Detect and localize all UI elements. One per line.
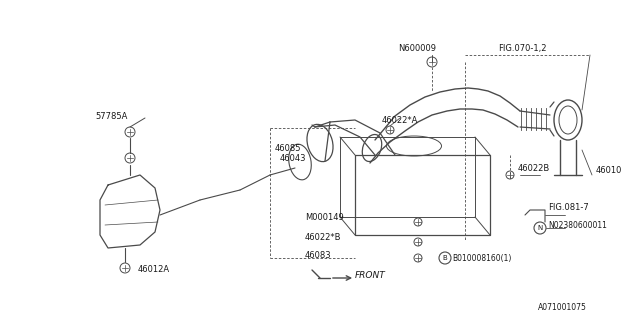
Text: FRONT: FRONT	[355, 270, 386, 279]
Text: 46043: 46043	[280, 154, 307, 163]
Text: B: B	[443, 255, 447, 261]
Text: 46022*B: 46022*B	[305, 234, 342, 243]
Text: 57785A: 57785A	[95, 111, 127, 121]
Text: 46083: 46083	[305, 251, 332, 260]
Text: 46022B: 46022B	[518, 164, 550, 172]
Text: N02380600011: N02380600011	[548, 220, 607, 229]
Text: 46012A: 46012A	[138, 266, 170, 275]
Text: B010008160(1): B010008160(1)	[452, 253, 511, 262]
Text: M000149: M000149	[305, 213, 344, 222]
Text: A071001075: A071001075	[538, 303, 587, 313]
Text: FIG.070-1,2: FIG.070-1,2	[498, 44, 547, 52]
Text: N600009: N600009	[398, 44, 436, 52]
Text: FIG.081-7: FIG.081-7	[548, 204, 589, 212]
Text: N: N	[538, 225, 543, 231]
Text: 46085: 46085	[275, 143, 301, 153]
Text: 46010: 46010	[596, 165, 622, 174]
Text: 46022*A: 46022*A	[382, 116, 419, 124]
